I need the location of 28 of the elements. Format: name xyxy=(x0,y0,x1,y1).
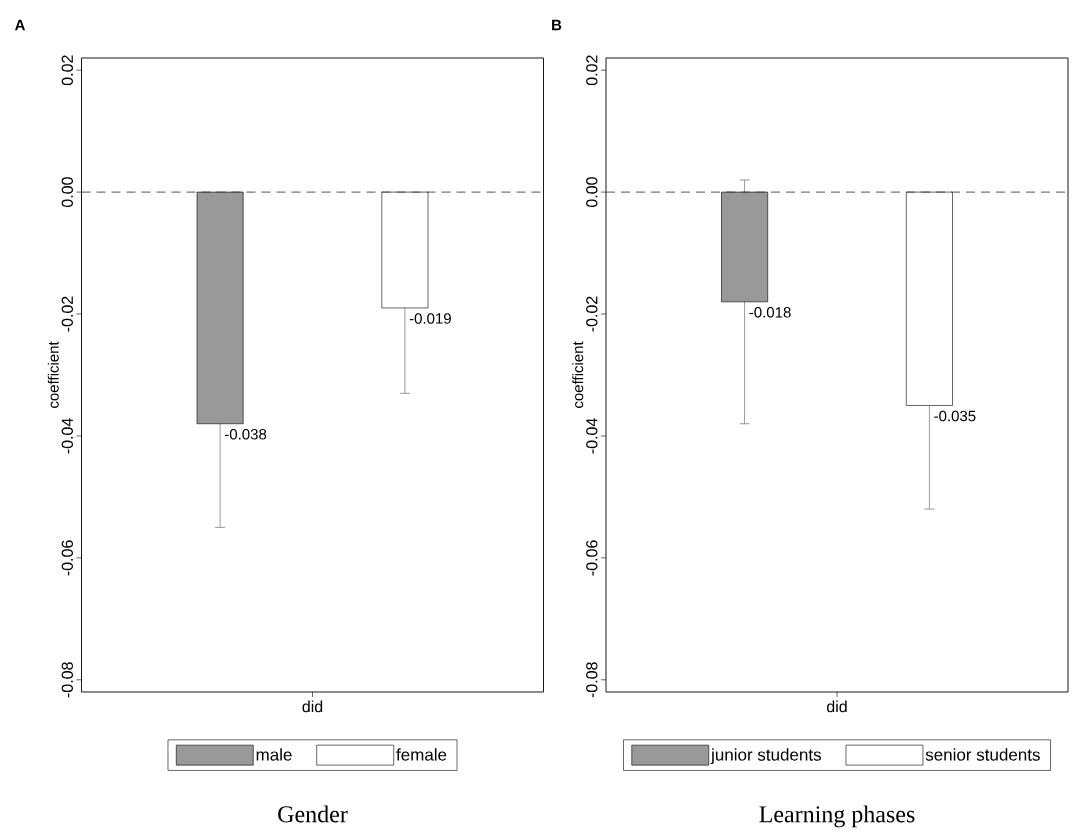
y-axis-title: coefficient xyxy=(47,341,59,408)
data-label: -0.035 xyxy=(934,410,976,422)
x-tick-label: did xyxy=(827,700,847,713)
data-label: -0.018 xyxy=(749,307,791,318)
y-tick-label: -0.02 xyxy=(61,296,73,332)
text: Gender xyxy=(278,805,348,823)
y-tick-label: 0.00 xyxy=(586,177,598,208)
y-tick-label: -0.04 xyxy=(61,418,73,454)
data-label: -0.038 xyxy=(224,428,267,440)
y-axis-title: coefficient xyxy=(572,341,584,408)
y-tick-label: -0.06 xyxy=(586,540,598,576)
x-tick-label: did xyxy=(302,700,323,713)
legend-label: junior students xyxy=(710,748,821,765)
y-tick-label: -0.06 xyxy=(61,540,73,576)
y-tick-label: 0.00 xyxy=(61,177,73,208)
y-tick-label: -0.08 xyxy=(586,662,598,698)
legend-label: female xyxy=(396,748,447,761)
y-tick-label: 0.02 xyxy=(586,55,598,86)
y-tick-label: -0.04 xyxy=(586,418,598,454)
y-tick-label: 0.02 xyxy=(61,55,73,86)
text: A xyxy=(14,19,26,31)
legend-label: male xyxy=(256,748,292,761)
data-label: -0.019 xyxy=(409,313,451,324)
legend-label: senior students xyxy=(925,748,1040,761)
y-tick-label: -0.02 xyxy=(586,296,598,332)
text: Learning phases xyxy=(759,805,915,828)
text: B xyxy=(552,19,562,31)
y-tick-label: -0.08 xyxy=(61,662,73,698)
